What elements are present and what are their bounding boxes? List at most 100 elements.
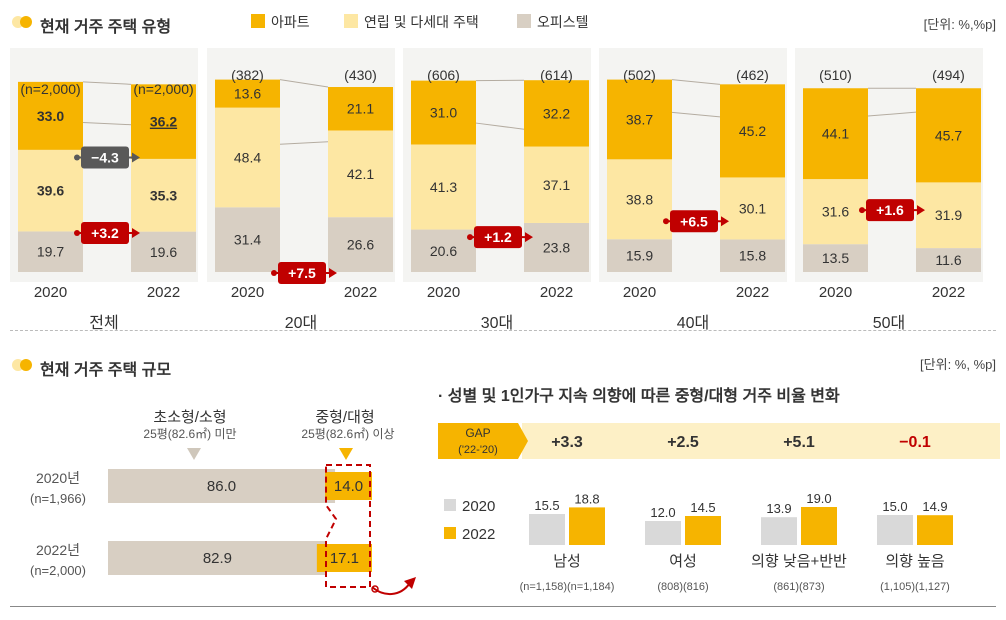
gap-tag [438,423,528,459]
year-label: 2020 [231,284,264,301]
bar-apartment-2020 [803,88,868,180]
segment-connector-line [82,121,132,126]
arrow-right-icon [132,228,140,239]
size-ratio-chart: GAP ('22-'20) +3.3 +2.5 +5.1 −0.1 2020 2022 15.5… [438,423,1000,593]
pointer-curve [371,582,411,595]
category-large: 중형/대형 [315,409,375,426]
sample-size-label: (614) [540,67,573,83]
year-label: 2020 [623,284,656,301]
bar-apartment-2020 [607,79,672,160]
arrow-head-icon [404,577,416,589]
gap-value: +5.1 [783,434,815,451]
change-badge [866,199,914,222]
segment-connector-line [279,141,329,145]
bar-officetel-2020 [18,231,83,272]
category-n-label: (1,105)(1,127) [880,581,950,593]
sample-size-label: (606) [427,67,460,83]
bar-apartment-2020 [411,80,476,145]
row-year-label: 2022년 [36,542,80,558]
data-label-apartment: 45.7 [935,127,962,143]
data-label-rowhouse: 39.6 [37,183,64,199]
data-label-rowhouse: 31.6 [822,204,849,220]
year-label: 2022 [147,284,180,301]
down-triangle-icon [339,448,353,460]
bar-value-label: 19.0 [806,491,831,506]
arrow-right-icon [525,232,533,243]
data-label-officetel: 15.9 [626,248,653,264]
bar-officetel-2022 [720,239,785,272]
group-label: 전체 [89,314,118,332]
data-label-apartment: 21.1 [347,101,374,117]
change-value-label: +7.5 [288,265,316,281]
bar-2020 [877,515,913,545]
gap-label: GAP [465,426,490,440]
data-label-officetel: 20.6 [430,243,457,259]
category-n-label: (808)(816) [657,581,708,593]
legend-label-apartment: 아파트 [271,14,310,30]
gap-strip [522,423,1000,459]
title-bullet-icon [20,16,32,28]
legend-swatch-2020 [444,499,456,511]
data-label-rowhouse: 37.1 [543,177,570,193]
bar-value-label: 13.9 [766,501,791,516]
bar-rowhouse-2022 [720,177,785,240]
category-large-note: 25평(82.6㎡) 이상 [301,427,395,441]
data-label-officetel: 31.4 [234,232,261,248]
data-label-rowhouse: 35.3 [150,187,177,203]
legend-label-rowhouse: 연립 및 다세대 주택 [364,14,479,30]
data-label-officetel: 15.8 [739,248,766,264]
down-triangle-icon [187,448,201,460]
change-arrow-dot [663,218,669,225]
category-label: 남성 [553,553,581,570]
segment-connector-line [279,79,329,88]
section-title-housing-size: 현재 거주 주택 규모 [40,362,172,379]
bar-apartment-2020 [18,81,83,150]
data-label-rowhouse: 41.3 [430,179,457,195]
category-label: 여성 [669,553,697,570]
legend-swatch-officetel [517,14,531,28]
bar-small [108,541,327,575]
data-label-officetel: 26.6 [347,237,374,253]
unit-label-housing-type: [단위: %,%p] [923,17,996,32]
bar-2022 [569,507,605,545]
bar-small [108,469,336,503]
category-label: 의향 낮음+반반 [751,553,847,570]
category-small: 초소형/소형 [153,409,227,426]
year-label: 2020 [427,284,460,301]
year-label: 2020 [819,284,852,301]
housing-size-bars: 2020년 (n=1,966) 86.0 14.0 2022년 (n=2,000) 82.9… [30,464,416,595]
year-label: 2022 [540,284,573,301]
group-label: 40대 [677,314,710,332]
bar-2022 [917,515,953,545]
change-value-label: +6.5 [680,213,708,229]
bar-value-label: 14.9 [922,499,947,514]
row-n-label: (n=1,966) [30,491,86,506]
data-label-rowhouse: 38.8 [626,191,653,207]
change-value-label: +1.2 [484,229,512,245]
data-label-rowhouse: 31.9 [935,207,962,223]
bar-large [325,472,372,500]
data-label-apartment: 45.2 [739,123,766,139]
change-badge [81,222,129,245]
data-label-apartment: 36.2 [150,114,177,130]
bar-apartment-2022 [916,88,981,183]
category-n-label: (861)(873) [773,581,824,593]
bottom-rule [10,606,996,607]
legend-label-officetel: 오피스텔 [537,14,589,30]
data-label-apartment: 38.7 [626,111,653,127]
section-divider [10,330,996,331]
change-value-label: +1.6 [876,202,904,218]
bar-rowhouse-2022 [131,158,196,232]
arrow-right-icon [917,205,925,216]
gap-value: −0.1 [899,434,931,451]
highlight-box [325,464,371,588]
bar-rowhouse-2020 [411,144,476,230]
arrow-right-icon [132,152,140,163]
bar-officetel-2022 [916,248,981,272]
bar-officetel-2020 [215,207,280,272]
legend-label-2020: 2020 [462,498,495,515]
bar-officetel-2022 [131,231,196,272]
change-arrow-dot [74,230,80,237]
row-year-label: 2020년 [36,470,80,486]
bar-officetel-2020 [607,239,672,272]
